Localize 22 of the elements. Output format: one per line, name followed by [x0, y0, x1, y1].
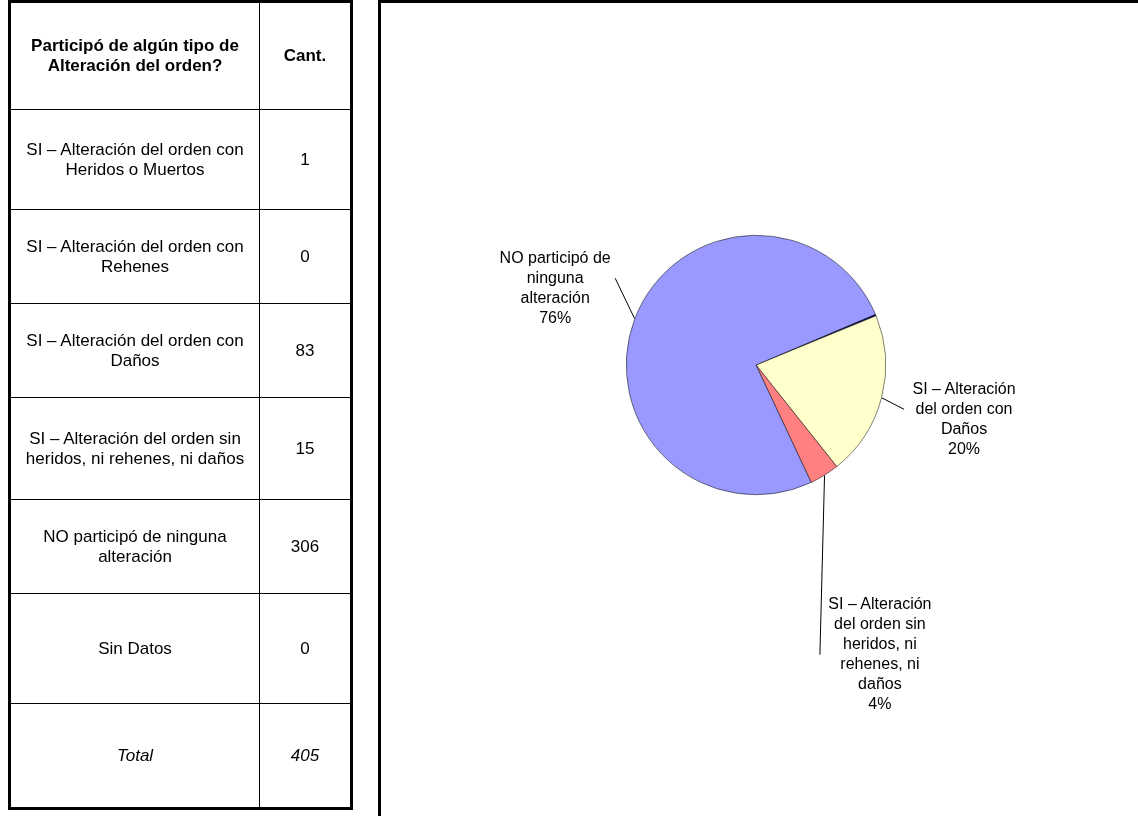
text: SI – Alteración del orden con Rehenes — [9, 209, 260, 304]
data-label: 20% — [948, 439, 981, 457]
text: SI – Alteración del orden con Daños — [9, 303, 260, 398]
text: 15 — [259, 397, 352, 500]
text: Participó de algún tipo de Alteración del orden? — [9, 1, 260, 110]
text: NO participó de ninguna alteración — [9, 499, 260, 594]
text: 1 — [259, 109, 352, 210]
text: Cant. — [259, 1, 352, 110]
text: 405 — [259, 703, 352, 809]
text: Total — [9, 703, 260, 809]
text: 306 — [259, 499, 352, 594]
text: 0 — [259, 593, 352, 704]
data-label: 4% — [868, 695, 892, 713]
slice-label: NO participó de ninguna alteración — [499, 248, 611, 306]
text: Sin Datos — [9, 593, 260, 704]
text: 0 — [259, 209, 352, 304]
slice-label: SI – Alteración del orden con Daños — [912, 379, 1016, 437]
text: SI – Alteración del orden con Heridos o Muertos — [9, 109, 260, 210]
data-label: 76% — [539, 308, 572, 326]
text: SI – Alteración del orden sin heridos, ni rehenes, ni daños — [9, 397, 260, 500]
slice-label: SI – Alteración del orden sin heridos, ni rehenes, ni daños — [828, 595, 932, 693]
text: 83 — [259, 303, 352, 398]
